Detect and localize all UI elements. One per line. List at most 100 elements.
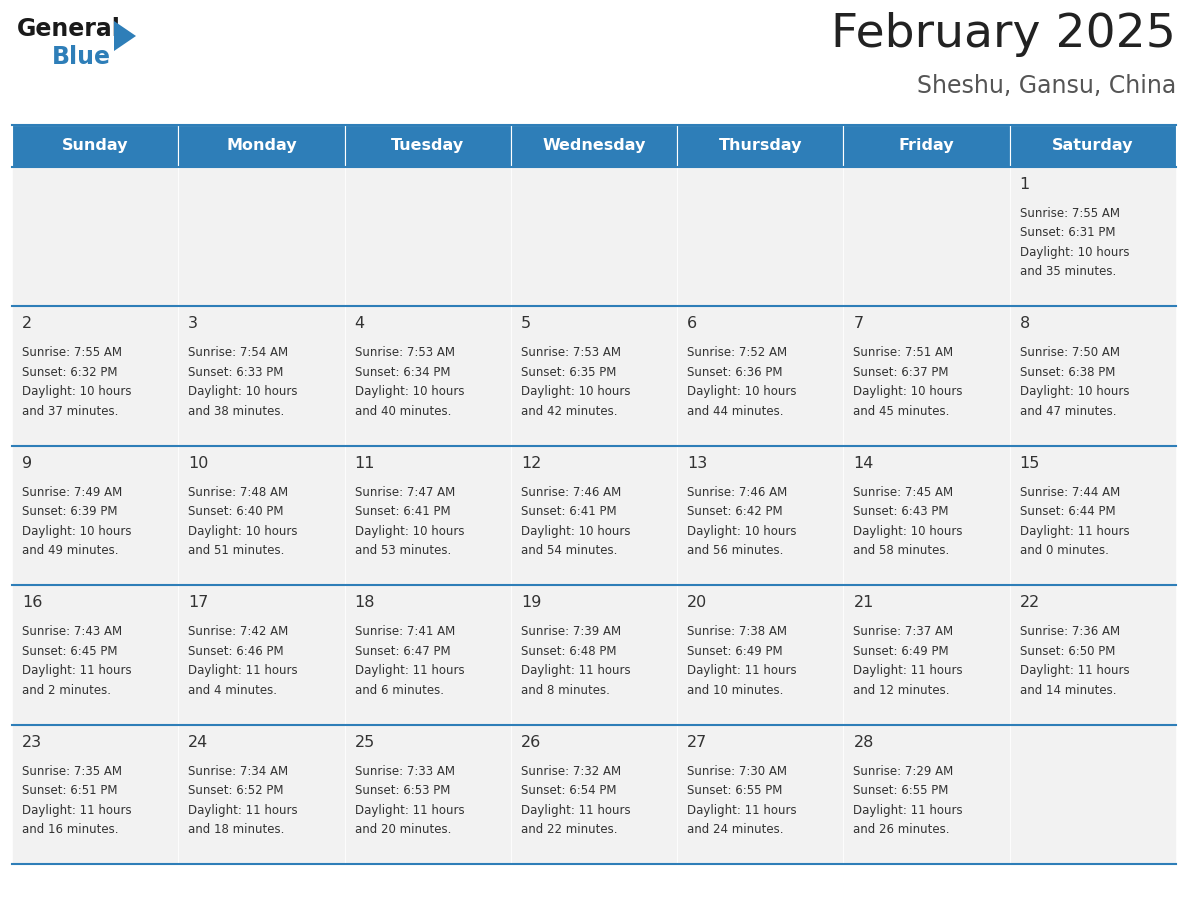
Bar: [677, 724, 843, 864]
Text: Sunrise: 7:45 AM: Sunrise: 7:45 AM: [853, 486, 954, 498]
Text: Sunrise: 7:43 AM: Sunrise: 7:43 AM: [23, 625, 122, 638]
Text: Sunset: 6:38 PM: Sunset: 6:38 PM: [1019, 366, 1116, 379]
Text: Sunrise: 7:41 AM: Sunrise: 7:41 AM: [354, 625, 455, 638]
Text: Daylight: 10 hours: Daylight: 10 hours: [520, 525, 631, 538]
Text: 23: 23: [23, 734, 42, 750]
Text: Sunrise: 7:46 AM: Sunrise: 7:46 AM: [520, 486, 621, 498]
Text: 6: 6: [687, 317, 697, 331]
Text: Sunset: 6:48 PM: Sunset: 6:48 PM: [520, 644, 617, 657]
Text: and 54 minutes.: and 54 minutes.: [520, 544, 618, 557]
Text: Daylight: 11 hours: Daylight: 11 hours: [520, 665, 631, 677]
Text: 1: 1: [1019, 177, 1030, 192]
Text: Daylight: 10 hours: Daylight: 10 hours: [853, 386, 963, 398]
Text: Sunrise: 7:29 AM: Sunrise: 7:29 AM: [853, 765, 954, 778]
Bar: [843, 446, 1010, 585]
Text: Sunrise: 7:39 AM: Sunrise: 7:39 AM: [520, 625, 621, 638]
Text: and 26 minutes.: and 26 minutes.: [853, 823, 950, 836]
Text: Thursday: Thursday: [719, 139, 802, 153]
Bar: [345, 446, 511, 585]
Text: Sunset: 6:46 PM: Sunset: 6:46 PM: [188, 644, 284, 657]
Text: Sunset: 6:47 PM: Sunset: 6:47 PM: [354, 644, 450, 657]
Text: Sunrise: 7:38 AM: Sunrise: 7:38 AM: [687, 625, 788, 638]
Text: Daylight: 11 hours: Daylight: 11 hours: [188, 665, 298, 677]
Text: and 38 minutes.: and 38 minutes.: [188, 405, 285, 418]
Text: and 20 minutes.: and 20 minutes.: [354, 823, 451, 836]
Text: Daylight: 10 hours: Daylight: 10 hours: [520, 386, 631, 398]
Text: Daylight: 11 hours: Daylight: 11 hours: [1019, 665, 1130, 677]
Bar: [12, 307, 178, 446]
Text: Daylight: 10 hours: Daylight: 10 hours: [188, 386, 298, 398]
Text: Tuesday: Tuesday: [391, 139, 465, 153]
Bar: [843, 125, 1010, 167]
Text: Daylight: 11 hours: Daylight: 11 hours: [687, 803, 797, 817]
Text: Saturday: Saturday: [1053, 139, 1133, 153]
Text: Sunset: 6:34 PM: Sunset: 6:34 PM: [354, 366, 450, 379]
Bar: [345, 585, 511, 724]
Bar: [345, 307, 511, 446]
Text: Daylight: 10 hours: Daylight: 10 hours: [1019, 386, 1130, 398]
Bar: [1010, 167, 1176, 307]
Bar: [1010, 585, 1176, 724]
Bar: [345, 167, 511, 307]
Text: 2: 2: [23, 317, 32, 331]
Text: Sunset: 6:55 PM: Sunset: 6:55 PM: [853, 784, 949, 797]
Text: and 49 minutes.: and 49 minutes.: [23, 544, 119, 557]
Text: 24: 24: [188, 734, 209, 750]
Text: Friday: Friday: [899, 139, 954, 153]
Text: Daylight: 10 hours: Daylight: 10 hours: [188, 525, 298, 538]
Text: and 56 minutes.: and 56 minutes.: [687, 544, 784, 557]
Text: Sunset: 6:54 PM: Sunset: 6:54 PM: [520, 784, 617, 797]
Bar: [12, 125, 178, 167]
Text: and 42 minutes.: and 42 minutes.: [520, 405, 618, 418]
Text: Sunset: 6:49 PM: Sunset: 6:49 PM: [687, 644, 783, 657]
Text: Sunrise: 7:47 AM: Sunrise: 7:47 AM: [354, 486, 455, 498]
Text: Sunset: 6:45 PM: Sunset: 6:45 PM: [23, 644, 118, 657]
Text: and 45 minutes.: and 45 minutes.: [853, 405, 949, 418]
Text: Sunset: 6:50 PM: Sunset: 6:50 PM: [1019, 644, 1116, 657]
Text: Sunset: 6:36 PM: Sunset: 6:36 PM: [687, 366, 783, 379]
Text: Wednesday: Wednesday: [542, 139, 646, 153]
Bar: [12, 167, 178, 307]
Bar: [178, 724, 345, 864]
Text: Daylight: 10 hours: Daylight: 10 hours: [23, 386, 132, 398]
Text: 8: 8: [1019, 317, 1030, 331]
Text: Sunset: 6:44 PM: Sunset: 6:44 PM: [1019, 505, 1116, 519]
Text: Daylight: 11 hours: Daylight: 11 hours: [354, 665, 465, 677]
Text: Sunrise: 7:53 AM: Sunrise: 7:53 AM: [354, 346, 455, 360]
Text: Sunset: 6:41 PM: Sunset: 6:41 PM: [520, 505, 617, 519]
Polygon shape: [114, 21, 135, 51]
Text: Daylight: 11 hours: Daylight: 11 hours: [354, 803, 465, 817]
Text: Sunset: 6:52 PM: Sunset: 6:52 PM: [188, 784, 284, 797]
Text: Sunset: 6:53 PM: Sunset: 6:53 PM: [354, 784, 450, 797]
Text: 4: 4: [354, 317, 365, 331]
Text: February 2025: February 2025: [832, 12, 1176, 57]
Text: and 16 minutes.: and 16 minutes.: [23, 823, 119, 836]
Text: Sunrise: 7:50 AM: Sunrise: 7:50 AM: [1019, 346, 1120, 360]
Text: Sheshu, Gansu, China: Sheshu, Gansu, China: [917, 74, 1176, 98]
Bar: [178, 585, 345, 724]
Text: Sunrise: 7:48 AM: Sunrise: 7:48 AM: [188, 486, 289, 498]
Bar: [511, 724, 677, 864]
Text: Sunrise: 7:33 AM: Sunrise: 7:33 AM: [354, 765, 455, 778]
Text: Daylight: 11 hours: Daylight: 11 hours: [853, 803, 963, 817]
Text: 19: 19: [520, 595, 542, 610]
Bar: [12, 585, 178, 724]
Text: Sunrise: 7:42 AM: Sunrise: 7:42 AM: [188, 625, 289, 638]
Text: Monday: Monday: [226, 139, 297, 153]
Text: Daylight: 10 hours: Daylight: 10 hours: [23, 525, 132, 538]
Text: Daylight: 11 hours: Daylight: 11 hours: [188, 803, 298, 817]
Text: Sunset: 6:39 PM: Sunset: 6:39 PM: [23, 505, 118, 519]
Text: and 37 minutes.: and 37 minutes.: [23, 405, 119, 418]
Bar: [677, 307, 843, 446]
Bar: [12, 724, 178, 864]
Text: Sunrise: 7:35 AM: Sunrise: 7:35 AM: [23, 765, 122, 778]
Text: Sunrise: 7:53 AM: Sunrise: 7:53 AM: [520, 346, 621, 360]
Text: Sunrise: 7:54 AM: Sunrise: 7:54 AM: [188, 346, 289, 360]
Text: Sunrise: 7:44 AM: Sunrise: 7:44 AM: [1019, 486, 1120, 498]
Text: and 40 minutes.: and 40 minutes.: [354, 405, 451, 418]
Text: and 8 minutes.: and 8 minutes.: [520, 684, 609, 697]
Text: Daylight: 10 hours: Daylight: 10 hours: [1019, 246, 1130, 259]
Text: Sunset: 6:31 PM: Sunset: 6:31 PM: [1019, 227, 1116, 240]
Text: General: General: [17, 17, 121, 41]
Text: Sunrise: 7:32 AM: Sunrise: 7:32 AM: [520, 765, 621, 778]
